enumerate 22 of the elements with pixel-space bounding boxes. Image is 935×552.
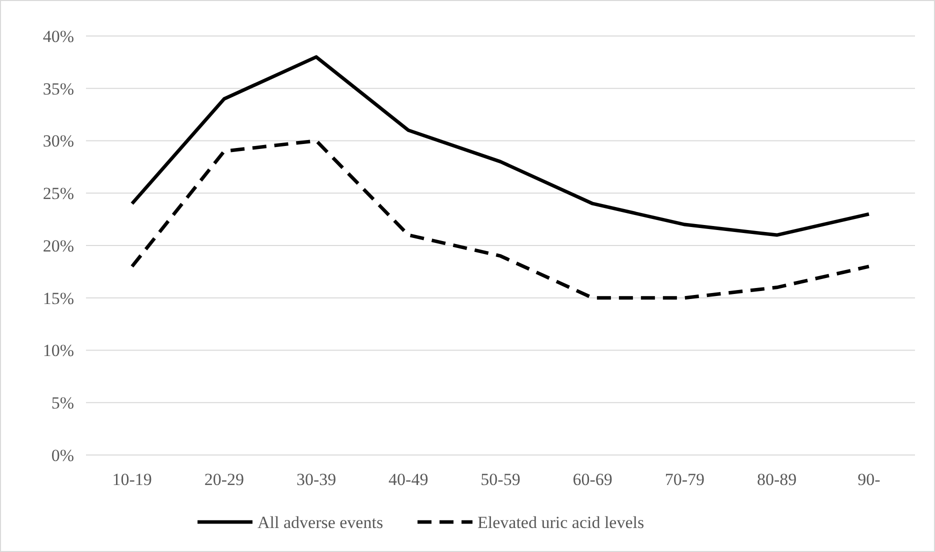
x-tick-label: 90- [858,470,881,489]
line-series [130,55,871,237]
y-tick-label: 20% [42,236,74,256]
y-tick-label: 35% [42,79,74,98]
y-tick-label: 30% [42,132,74,151]
x-tick-label: 20-29 [204,470,244,489]
y-tick-label: 10% [42,341,74,360]
x-tick-label: 80-89 [756,470,797,489]
y-tick-label: 5% [51,394,74,413]
y-tick-label: 15% [42,288,74,308]
x-tick-label: 10-19 [112,470,152,489]
x-tick-label: 50-59 [480,470,520,489]
x-tick-label: 30-39 [296,470,336,489]
y-tick-label: 40% [42,26,74,46]
legend-label: Elevated uric acid levels [478,512,644,532]
legend-label: All adverse events [258,512,384,532]
y-tick-label: 25% [42,184,74,204]
line-series [130,139,871,300]
x-tick-label: 70-79 [664,470,705,489]
x-tick-label: 60-69 [572,470,612,489]
x-tick-label: 40-49 [388,470,428,489]
y-tick-label: 0% [51,446,74,465]
